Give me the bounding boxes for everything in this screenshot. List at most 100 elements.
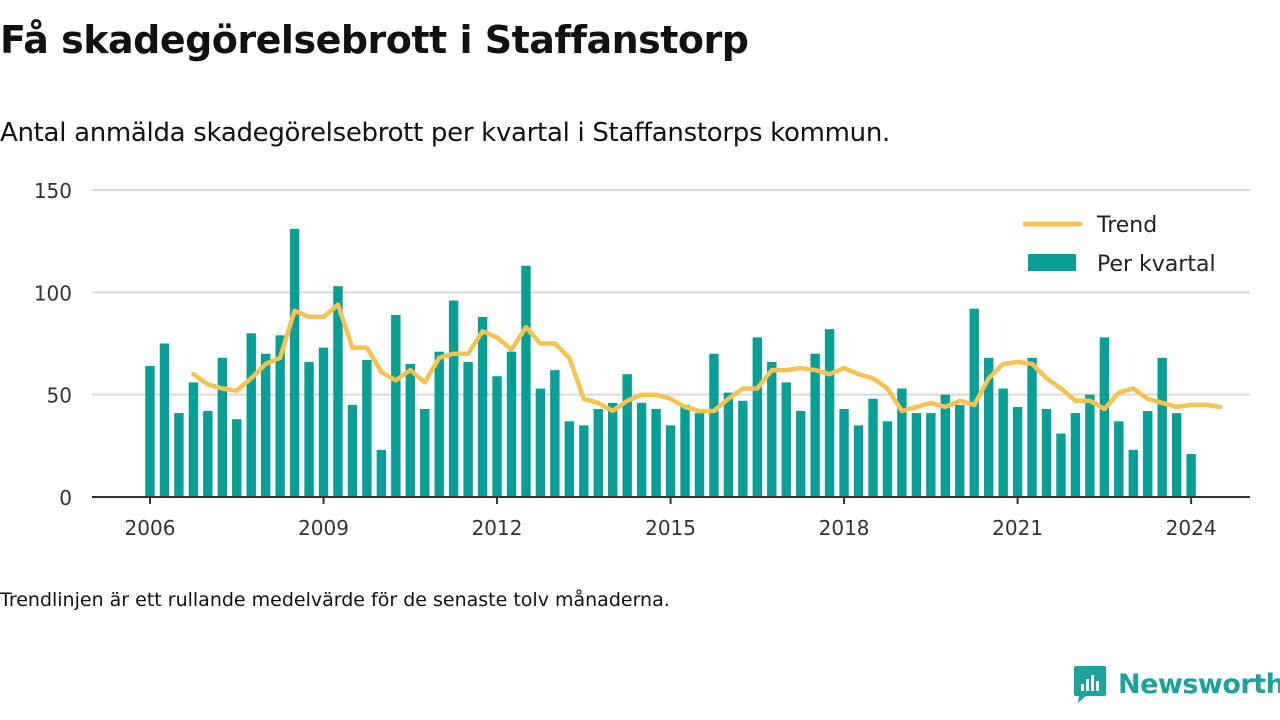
bar [651, 408, 661, 497]
brand-name: Newsworthy [1118, 668, 1280, 700]
footnote: Trendlinjen är ett rullande medelvärde f… [0, 589, 670, 611]
bar [926, 413, 936, 497]
bar [636, 402, 647, 497]
bar [1186, 454, 1196, 497]
bar [665, 425, 676, 497]
x-tick-label: 2012 [472, 516, 523, 540]
grid-lines [92, 189, 1250, 396]
y-tick-label: 50 [47, 384, 72, 408]
y-axis-ticks: 0 50 100 150 [34, 179, 72, 510]
bar [1041, 408, 1052, 497]
bar [434, 351, 444, 497]
bar [1114, 421, 1124, 497]
bar [347, 404, 358, 497]
bar [362, 359, 372, 497]
legend: Trend Per kvartal [1022, 213, 1216, 277]
bar [1171, 413, 1182, 497]
bar [1012, 406, 1023, 497]
bar [1070, 413, 1081, 497]
bar [1027, 357, 1037, 497]
bar [853, 425, 864, 497]
chart-title: Få skadegörelsebrott i Staffanstorp [0, 18, 749, 62]
bar [188, 382, 199, 497]
y-tick-label: 0 [59, 486, 72, 510]
bar [781, 382, 791, 497]
newsworthy-logo-icon [1074, 666, 1106, 703]
trend-series [191, 302, 1223, 414]
y-tick-label: 150 [34, 179, 72, 203]
legend-bar-swatch [1028, 254, 1076, 271]
bar [998, 388, 1008, 497]
bar [463, 361, 473, 497]
bar [680, 404, 690, 497]
bar [897, 388, 907, 497]
bar [405, 363, 415, 497]
bar-series [145, 228, 1196, 498]
legend-trend-label: Trend [1096, 213, 1157, 238]
bar [1056, 433, 1066, 497]
bar [217, 357, 227, 497]
bar [1099, 337, 1110, 497]
bar [810, 353, 820, 497]
x-tick-label: 2018 [819, 516, 870, 540]
x-tick-label: 2015 [645, 516, 696, 540]
bar [694, 413, 705, 497]
bar [492, 376, 502, 497]
bar [246, 333, 256, 497]
chart-subtitle: Antal anmälda skadegörelsebrott per kvar… [0, 118, 890, 148]
bar [232, 419, 242, 497]
bar [955, 404, 965, 497]
brand-logo: Newsworthy [1072, 664, 1280, 704]
bar [752, 337, 763, 497]
bar [477, 316, 488, 497]
bar [983, 357, 994, 497]
bar [304, 361, 314, 497]
bar [911, 413, 922, 497]
bar [318, 347, 329, 497]
bar [521, 265, 531, 497]
trend-line [191, 302, 1223, 414]
bar [159, 343, 170, 497]
x-tick-label: 2024 [1166, 516, 1217, 540]
bar [940, 394, 950, 497]
bar [1143, 411, 1153, 497]
bar [767, 361, 777, 497]
bar [535, 388, 546, 497]
bar [550, 370, 560, 497]
bar [506, 351, 517, 497]
bar [1085, 394, 1095, 497]
bar [868, 398, 878, 497]
bar [145, 366, 155, 497]
bar [333, 286, 343, 497]
chart: 0 50 100 150 2006 2009 2012 2015 2018 2021 2024 T… [34, 179, 1250, 540]
bar [564, 421, 575, 497]
bar [824, 329, 835, 497]
bar [376, 449, 387, 497]
legend-bar-label: Per kvartal [1097, 252, 1216, 277]
bar [391, 314, 401, 497]
bar [260, 353, 271, 497]
bar [203, 411, 213, 497]
bar [593, 408, 603, 497]
bar [796, 411, 806, 497]
bar [275, 335, 285, 497]
x-axis-ticks: 2006 2009 2012 2015 2018 2021 2024 [125, 497, 1217, 540]
bar [738, 400, 748, 497]
x-tick-label: 2009 [298, 516, 349, 540]
bar [622, 374, 632, 497]
x-tick-label: 2021 [992, 516, 1043, 540]
bar [882, 421, 893, 497]
bar [1157, 357, 1167, 497]
bar [1128, 449, 1138, 497]
bar [174, 413, 184, 497]
bar [608, 402, 618, 497]
bar [579, 425, 589, 497]
bar [723, 392, 734, 497]
bar [839, 408, 849, 497]
bar [289, 228, 300, 498]
y-tick-label: 100 [34, 281, 72, 305]
bar [709, 353, 719, 497]
x-tick-label: 2006 [125, 516, 176, 540]
bar [420, 408, 430, 497]
bar [448, 300, 459, 497]
